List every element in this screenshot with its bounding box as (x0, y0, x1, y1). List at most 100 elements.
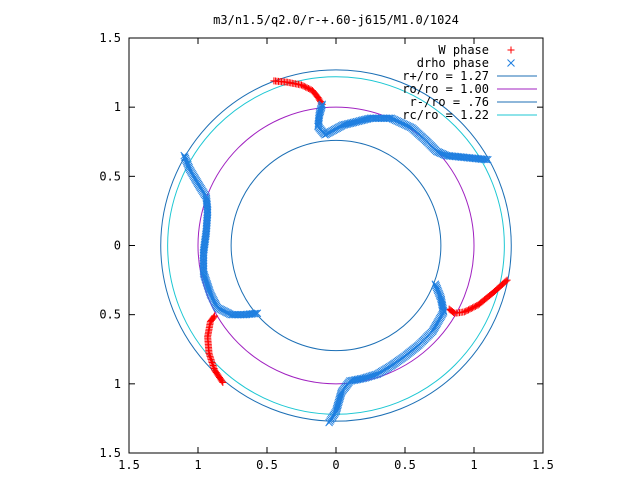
data-point (437, 298, 446, 307)
data-point (202, 278, 211, 286)
y-tick-label: 0 (114, 239, 121, 253)
data-point (362, 115, 370, 124)
data-point (352, 117, 361, 126)
data-point (350, 376, 359, 384)
data-point (332, 404, 341, 413)
y-tick-label: 1 (114, 377, 121, 391)
data-point (206, 351, 214, 359)
data-point (211, 312, 219, 320)
data-point (438, 301, 447, 310)
y-tick-label: 0.5 (99, 308, 121, 322)
data-point (334, 398, 343, 407)
data-point (211, 366, 219, 374)
x-tick-label: 0.5 (394, 458, 416, 472)
data-point (347, 376, 356, 385)
data-point (439, 306, 448, 315)
data-point (333, 401, 342, 410)
data-point (349, 376, 357, 385)
data-point (345, 377, 354, 385)
data-point (358, 116, 367, 125)
data-point (250, 309, 259, 318)
data-point (209, 361, 217, 369)
data-point (360, 115, 369, 124)
data-point (251, 309, 260, 318)
data-point (351, 118, 360, 126)
circle-2 (230, 139, 442, 352)
data-point (345, 119, 353, 128)
data-point (332, 407, 340, 416)
data-point (208, 357, 216, 365)
data-point (439, 304, 447, 313)
data-point (335, 395, 344, 404)
data-point (438, 303, 447, 312)
chart-title: m3/n1.5/q2.0/r-+.60-j615/M1.0/1024 (213, 13, 459, 27)
x-tick-label: 1.5 (118, 458, 140, 472)
x-tick-label: 1.5 (532, 458, 554, 472)
data-point (438, 300, 446, 309)
data-point (335, 397, 343, 405)
y-tick-label: 1 (114, 100, 121, 114)
data-point (314, 121, 323, 129)
data-point (432, 147, 441, 156)
legend-label: r-/ro = .76 (410, 95, 489, 109)
data-point (334, 400, 342, 408)
series-1 (180, 100, 492, 427)
data-point (438, 149, 447, 158)
data-point (357, 116, 366, 125)
data-point (356, 375, 365, 383)
circle-0 (160, 69, 512, 422)
data-point (354, 117, 363, 126)
legend-label: ro/ro = 1.00 (402, 82, 489, 96)
series-0 (204, 77, 511, 386)
data-point (336, 392, 345, 401)
data-point (200, 272, 209, 280)
data-point (210, 363, 218, 371)
data-point (434, 148, 442, 156)
data-point (210, 364, 218, 372)
data-point (335, 394, 344, 402)
data-point (207, 354, 215, 362)
data-point (385, 114, 394, 123)
data-point (482, 155, 491, 164)
data-point (432, 281, 440, 290)
data-point (355, 117, 364, 125)
legend-label: rc/ro = 1.22 (402, 108, 489, 122)
data-point (205, 285, 213, 294)
data-point (363, 115, 372, 123)
data-point (431, 280, 440, 289)
data-point (332, 406, 341, 414)
y-tick-label: 1.5 (99, 31, 121, 45)
data-point (462, 307, 470, 315)
data-point (342, 120, 350, 129)
data-point (200, 270, 208, 279)
data-point (203, 279, 211, 288)
data-point (199, 267, 208, 276)
x-tick-label: 1 (194, 458, 201, 472)
data-point (346, 119, 355, 128)
data-point (339, 121, 347, 130)
data-point (203, 281, 212, 289)
data-point (206, 352, 214, 360)
legend-label: W phase (438, 43, 489, 57)
data-point (353, 375, 362, 384)
legend-label: drho phase (417, 56, 489, 70)
data-point (446, 306, 454, 314)
data-point (437, 297, 446, 305)
plot-frame (128, 37, 544, 454)
data-point (340, 120, 349, 129)
y-tick-label: 1.5 (99, 446, 121, 460)
y-tick-label: 0.5 (99, 169, 121, 183)
data-point (204, 282, 212, 291)
data-point (437, 149, 445, 158)
circle-1 (197, 106, 475, 385)
data-point (210, 313, 218, 321)
data-point (435, 148, 444, 157)
data-point (358, 374, 366, 383)
data-point (336, 391, 345, 399)
data-point (483, 155, 492, 164)
legend-marker (507, 46, 515, 54)
data-point (208, 358, 216, 366)
